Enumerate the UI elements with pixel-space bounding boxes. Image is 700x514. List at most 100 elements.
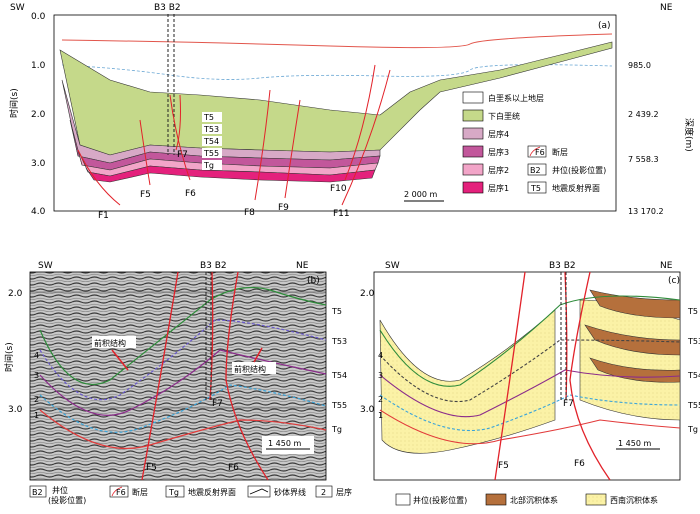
legend-label-sequence-1: 层序1 (488, 183, 509, 193)
panel-c-seq-2: 2 (378, 395, 383, 404)
panel-a-y-tick-0: 0.0 (31, 12, 46, 22)
panel-b-horizon-t55-line (39, 384, 327, 433)
panel-a-fault-f8 (254, 89, 271, 201)
panel-a-scale-label: 2 000 m (404, 190, 437, 199)
panel-b-fault-f5 (141, 271, 179, 481)
legend-label-above-cretaceous: 白垩系以上地层 (488, 93, 544, 103)
panel-b-fault-f6 (225, 271, 269, 481)
panel-a-fault-f7 (175, 94, 181, 151)
panel-b-y-tick-0: 2.0 (8, 289, 23, 299)
panel-c-horizon-tg-line (379, 409, 681, 445)
panel-c-fault-label-f7: F7 (563, 399, 574, 409)
panel-a-horizon-t5: T5 (203, 113, 214, 122)
bottom-legend-well-line1: 井位 (52, 485, 68, 495)
legend-fault-tag: F6 (535, 148, 545, 157)
legend-label-lower-cretaceous: 下白垩统 (488, 111, 520, 121)
panel-a-horizon-tg: Tg (203, 161, 214, 170)
panel-c-horizon-t5: T5 (687, 307, 698, 316)
panel-b-sw: SW (38, 261, 53, 271)
panel-a-legend: 白垩系以上地层 下白垩统 层序4 层序3 层序2 层序1 F6 断层 B2 井位… (462, 91, 606, 194)
panel-b-fault-label-f7: F7 (212, 399, 223, 409)
panel-b: SW NE B3 B2 (b) 时间(s) 2.0 3.0 F5 F6 F7 (3, 261, 347, 481)
panel-b-horizon-t53: T53 (331, 337, 347, 346)
panel-c-horizon-tg: Tg (687, 425, 698, 434)
panel-a-top-horizon (61, 33, 613, 49)
panel-c-seq-4: 4 (378, 351, 383, 360)
legend-label-sequence-3: 层序3 (488, 147, 509, 157)
bottom-legend-horizon-tag: Tg (168, 488, 179, 497)
panel-b-annotation-2-arrow (253, 347, 263, 363)
panel-c-north-body-2 (584, 324, 681, 356)
panel-b-fault-f7 (209, 271, 214, 401)
panel-a-faults (77, 64, 391, 206)
legend-horizon-tag: T5 (530, 184, 541, 193)
bottom-legend-horizon-label: 地震反射界面 (188, 487, 236, 497)
panel-a-fault-label-f10: F10 (330, 184, 347, 194)
panel-a-depth-tick-2: 7 558.3 (628, 155, 659, 164)
bottom-legend-seq-tag: 2 (321, 488, 326, 497)
panel-a: SW NE B3 B2 (a) 时间(s) 0.0 1.0 2.0 3.0 4.… (8, 3, 695, 221)
panel-a-wells: B3 B2 (154, 3, 181, 13)
panel-c-horizon-t55: T55 (687, 401, 700, 410)
legend-swatch-lower-cretaceous (462, 109, 484, 122)
panel-c-horizon-t55-line (379, 394, 681, 431)
panel-a-fault-label-f1: F1 (98, 211, 109, 221)
bottom-legend-fault-label: 断层 (132, 487, 148, 497)
panel-a-fault-label-f11: F11 (333, 209, 350, 219)
legend-label-sequence-4: 层序4 (488, 129, 509, 139)
bottom-legend-north-swatch (485, 493, 507, 506)
panel-b-fault-label-f5: F5 (146, 463, 157, 473)
legend-swatch-sequence-2 (462, 163, 484, 176)
panel-b-horizon-tg: Tg (331, 425, 342, 434)
panel-b-seq-3: 3 (34, 371, 39, 380)
panel-a-y-tick-1: 1.0 (31, 61, 46, 71)
bottom-legend-southwest-swatch (585, 493, 607, 506)
panel-c-wells: B3 B2 (549, 261, 576, 271)
panel-a-sequence-1 (85, 165, 376, 183)
panel-a-horizon-t53: T53 (203, 125, 219, 134)
legend-swatch-sequence-1 (462, 181, 484, 194)
panel-c-seq-1: 1 (378, 411, 383, 420)
panel-c-ne: NE (660, 261, 673, 271)
bottom-legend: B2 井位 (投影位置) F6 断层 Tg 地震反射界面 砂体界线 2 层序 井… (29, 485, 658, 506)
panel-b-horizon-t55: T55 (331, 401, 347, 410)
bottom-legend-well-tag: B2 (32, 488, 43, 497)
panel-a-fault-f10 (344, 64, 376, 181)
bottom-legend-fault-tag: F6 (116, 488, 126, 497)
panel-a-fault-label-f9: F9 (278, 203, 289, 213)
panel-b-horizons (39, 286, 327, 450)
panel-b-horizon-t5: T5 (331, 307, 342, 316)
panel-b-horizon-t53-line (39, 319, 327, 401)
panel-a-fault-label-f6: F6 (185, 189, 196, 199)
panel-a-sw: SW (10, 3, 25, 13)
panel-a-tag: (a) (598, 21, 611, 31)
legend-swatch-sequence-4 (462, 127, 484, 140)
panel-a-blue-horizon (61, 64, 613, 80)
panel-a-horizon-t54: T54 (203, 137, 219, 146)
legend-swatch-sequence-3 (462, 145, 484, 158)
panel-b-annotation-2: 前积结构 (234, 364, 266, 374)
panel-b-annotation-1: 前积结构 (94, 338, 126, 348)
bottom-legend-well-line2: (投影位置) (48, 495, 86, 505)
panel-c-scale-label: 1 450 m (618, 439, 651, 448)
panel-b-horizon-tg-line (39, 409, 327, 450)
panel-a-y-tick-3: 3.0 (31, 159, 46, 169)
panel-a-y-axis-label: 时间(s) (8, 88, 20, 118)
panel-c-horizon-t53: T53 (687, 337, 700, 346)
panel-a-depth-tick-1: 2 439.2 (628, 110, 659, 119)
legend-well-tag: B2 (530, 166, 541, 175)
panel-c-sw: SW (385, 261, 400, 271)
panel-a-fault-f6 (169, 94, 191, 181)
panel-a-horizon-labels: T5 T53 T54 T55 Tg (202, 112, 222, 170)
panel-c-fault-f5 (494, 271, 526, 481)
panel-b-fault-label-f6: F6 (228, 463, 239, 473)
panel-b-ne: NE (296, 261, 309, 271)
panel-c-fault-label-f6: F6 (574, 459, 585, 469)
panel-c-seq-3: 3 (378, 371, 383, 380)
panel-b-horizon-t54: T54 (331, 371, 347, 380)
panel-a-fault-label-f5: F5 (140, 190, 151, 200)
panel-c-horizon-t54: T54 (687, 371, 700, 380)
bottom-legend-sand-label: 砂体界线 (274, 487, 306, 497)
panel-a-fault-label-f8: F8 (244, 208, 255, 218)
